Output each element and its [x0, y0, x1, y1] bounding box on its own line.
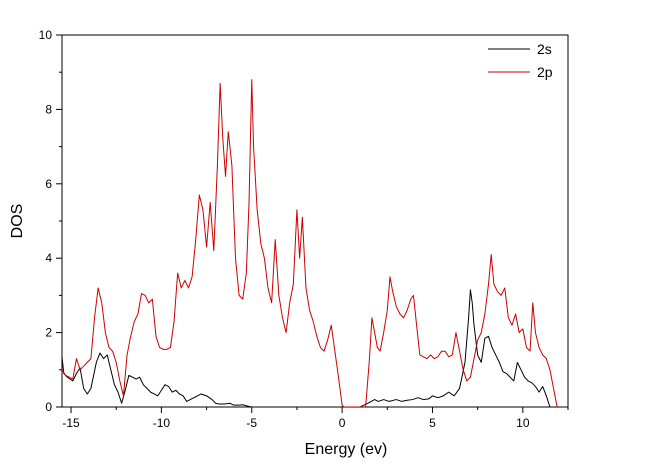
y-tick-label: 6: [45, 177, 52, 191]
legend: 2s 2p: [488, 41, 553, 80]
x-axis-ticks: -15 -10 -5 0 5 10: [62, 407, 569, 430]
y-axis-title: DOS: [9, 204, 26, 239]
series-line-2p: [62, 79, 558, 407]
legend-2s-label: 2s: [537, 41, 552, 57]
y-tick-label: 10: [39, 28, 53, 42]
x-tick-label: 0: [339, 416, 346, 430]
plot-frame: [61, 34, 569, 408]
series-line-2s: [62, 289, 551, 407]
y-tick-label: 4: [45, 251, 52, 265]
x-axis-title: Energy (ev): [305, 441, 388, 458]
x-tick-label: 5: [429, 416, 436, 430]
y-tick-label: 8: [45, 102, 52, 116]
x-tick-label: -5: [246, 416, 257, 430]
x-tick-label: -10: [153, 416, 171, 430]
x-tick-label: 10: [516, 416, 530, 430]
legend-2p-label: 2p: [537, 64, 553, 80]
y-axis-ticks: 0 2 4 6 8 10: [39, 28, 62, 414]
y-tick-label: 2: [45, 326, 52, 340]
series-layer: [62, 79, 558, 407]
x-tick-label: -15: [62, 416, 80, 430]
y-tick-label: 0: [45, 400, 52, 414]
